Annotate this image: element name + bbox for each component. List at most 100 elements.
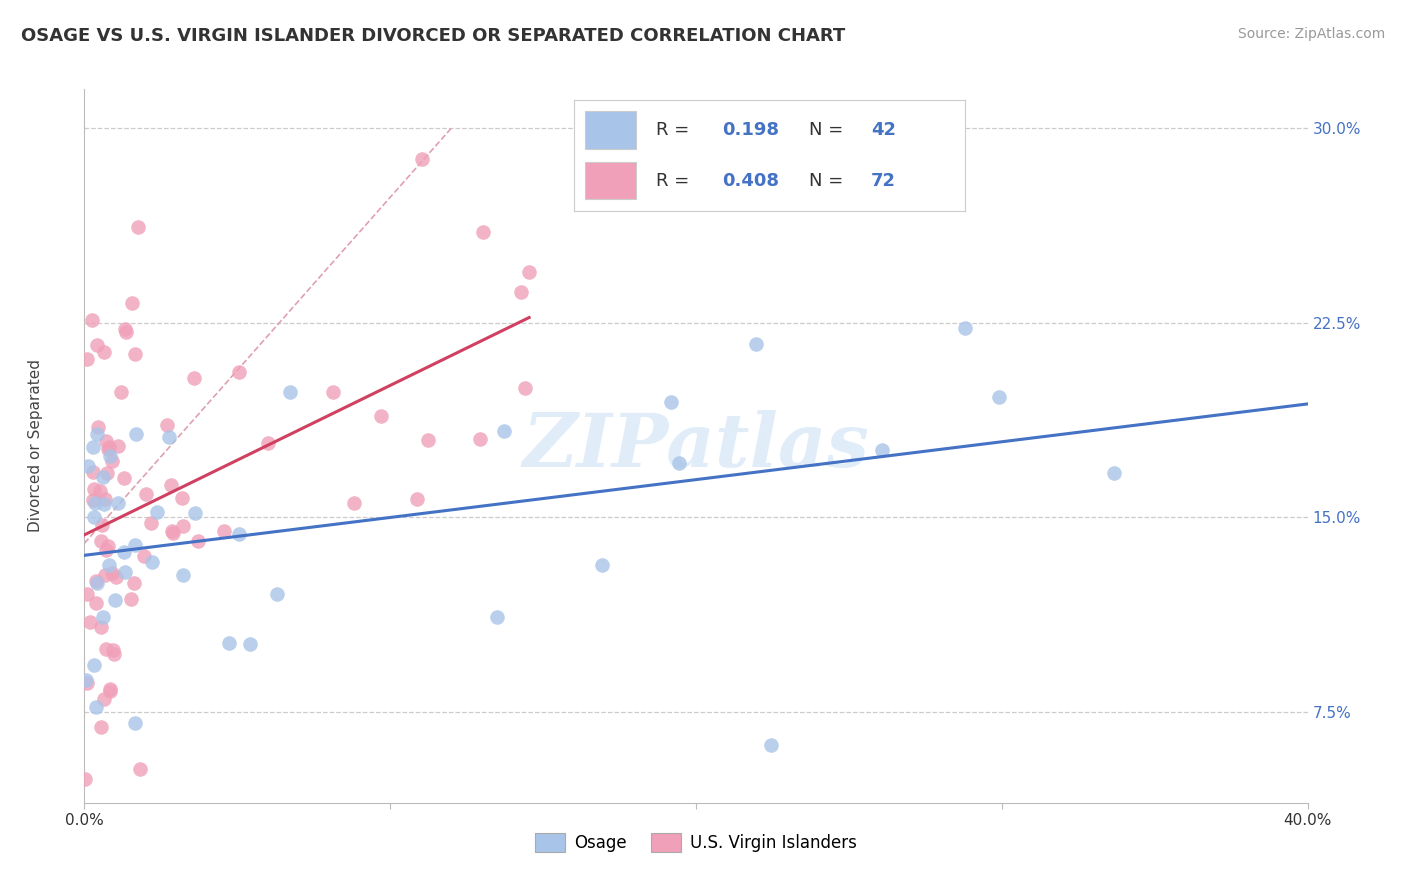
Point	[139, 516, 162, 530]
Point	[132, 549, 155, 563]
Point	[90, 720, 112, 734]
Point	[76, 587, 98, 601]
Point	[93, 498, 115, 512]
Point	[104, 593, 127, 607]
Point	[485, 610, 508, 624]
Point	[89, 483, 111, 498]
Point	[214, 524, 236, 538]
Point	[184, 506, 207, 520]
Point	[120, 592, 142, 607]
Point	[744, 337, 766, 351]
Point	[110, 385, 132, 400]
Point	[90, 620, 112, 634]
Point	[96, 434, 118, 448]
Text: Divorced or Separated: Divorced or Separated	[28, 359, 42, 533]
Point	[156, 418, 179, 433]
Point	[97, 539, 120, 553]
Point	[759, 738, 782, 752]
Point	[112, 470, 135, 484]
Point	[172, 518, 194, 533]
Text: OSAGE VS U.S. VIRGIN ISLANDER DIVORCED OR SEPARATED CORRELATION CHART: OSAGE VS U.S. VIRGIN ISLANDER DIVORCED O…	[21, 27, 845, 45]
Point	[83, 510, 105, 524]
Point	[416, 433, 439, 447]
Point	[96, 442, 118, 456]
Point	[104, 570, 127, 584]
Point	[187, 533, 209, 548]
Point	[129, 762, 152, 776]
Point	[100, 453, 122, 467]
Point	[93, 568, 115, 582]
Point	[146, 505, 169, 519]
Point	[76, 675, 98, 690]
Point	[75, 772, 97, 786]
Point	[86, 427, 108, 442]
Legend: Osage, U.S. Virgin Islanders: Osage, U.S. Virgin Islanders	[529, 826, 863, 859]
Point	[115, 326, 138, 340]
Point	[278, 385, 301, 400]
Point	[406, 492, 429, 507]
Point	[172, 568, 194, 582]
Point	[162, 526, 184, 541]
Point	[91, 517, 114, 532]
Point	[84, 596, 107, 610]
Point	[228, 527, 250, 541]
Point	[228, 365, 250, 379]
Point	[343, 496, 366, 510]
Point	[124, 716, 146, 731]
Point	[101, 642, 124, 657]
Point	[135, 487, 157, 501]
Point	[322, 384, 344, 399]
Point	[90, 533, 112, 548]
Point	[172, 491, 194, 505]
Point	[91, 469, 114, 483]
Point	[411, 152, 433, 166]
Point	[82, 492, 104, 507]
Point	[124, 347, 146, 361]
Point	[79, 615, 101, 629]
Point	[492, 424, 515, 438]
Point	[124, 538, 146, 552]
Point	[162, 524, 184, 538]
Point	[98, 558, 121, 573]
Point	[122, 576, 145, 591]
Point	[96, 642, 118, 657]
Point	[239, 637, 262, 651]
Point	[86, 575, 108, 590]
Point	[75, 673, 97, 687]
Point	[218, 636, 240, 650]
Point	[121, 296, 143, 310]
Point	[87, 420, 110, 434]
Point	[86, 338, 108, 352]
Point	[93, 345, 115, 359]
Point	[517, 265, 540, 279]
Point	[80, 313, 103, 327]
Point	[510, 285, 533, 300]
Point	[987, 391, 1010, 405]
Point	[107, 496, 129, 510]
Point	[93, 610, 115, 624]
Point	[471, 225, 494, 239]
Point	[125, 427, 148, 442]
Point	[76, 458, 98, 473]
Point	[668, 456, 690, 470]
Point	[1104, 466, 1126, 480]
Point	[82, 440, 104, 454]
Point	[591, 558, 613, 573]
Text: Source: ZipAtlas.com: Source: ZipAtlas.com	[1237, 27, 1385, 41]
Point	[93, 691, 115, 706]
Point	[266, 587, 288, 601]
Point	[141, 555, 163, 569]
Point	[98, 683, 121, 698]
Point	[98, 449, 121, 463]
Point	[98, 440, 121, 454]
Point	[83, 657, 105, 672]
Point	[96, 466, 118, 480]
Point	[659, 394, 682, 409]
Point	[127, 220, 149, 235]
Point	[82, 465, 104, 479]
Point	[370, 409, 392, 423]
Point	[76, 351, 98, 366]
Point	[83, 482, 105, 496]
Point	[872, 442, 894, 457]
Point	[114, 565, 136, 579]
